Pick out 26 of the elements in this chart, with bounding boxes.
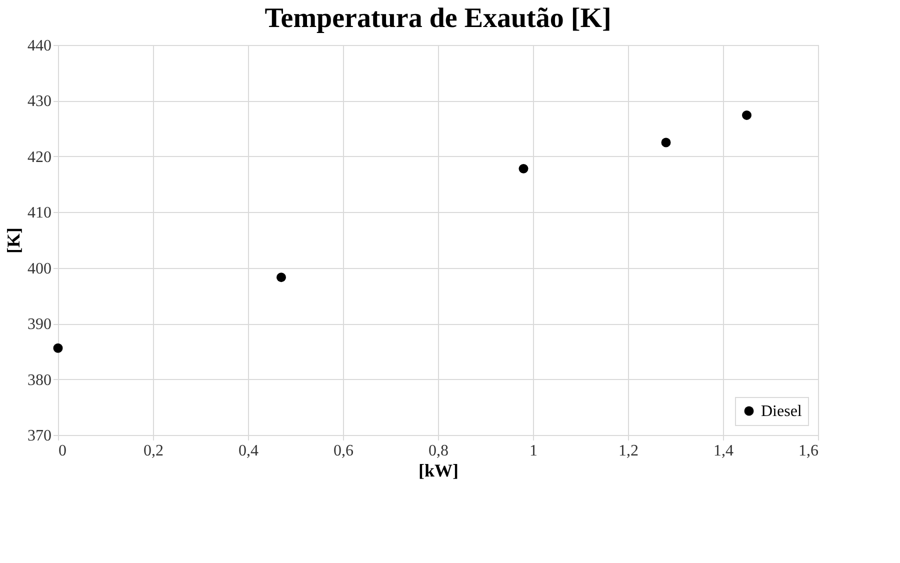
x-tick-label: 0,8 bbox=[428, 442, 448, 460]
y-tick-label: 410 bbox=[28, 204, 52, 222]
point bbox=[276, 272, 286, 282]
x-tick-label: 0,6 bbox=[334, 442, 354, 460]
y-axis-title: [K] bbox=[4, 228, 24, 254]
x-tick-label: 1,2 bbox=[618, 442, 638, 460]
x-axis-title: [kW] bbox=[418, 460, 458, 480]
x-tick-label: 1 bbox=[530, 442, 538, 460]
y-tick-label: 370 bbox=[28, 428, 52, 444]
x-tick-label: 1,6 bbox=[798, 442, 818, 460]
y-tick-label: 440 bbox=[28, 38, 52, 54]
x-tick-label: 1,4 bbox=[714, 442, 734, 460]
chart-title: Temperatura de Exautão [K] bbox=[264, 3, 612, 34]
legend-label: Diesel bbox=[761, 403, 802, 420]
y-tick-label: 430 bbox=[28, 93, 52, 110]
point bbox=[742, 110, 752, 120]
point bbox=[661, 138, 671, 148]
point bbox=[53, 343, 63, 353]
y-tick-label: 420 bbox=[28, 148, 52, 166]
point bbox=[518, 164, 528, 174]
y-tick-label: 400 bbox=[28, 260, 52, 278]
x-tick-label: 0 bbox=[58, 442, 66, 460]
y-tick-label: 380 bbox=[28, 372, 52, 389]
x-tick-label: 0,4 bbox=[238, 442, 258, 460]
y-tick-label: 390 bbox=[28, 316, 52, 334]
x-tick-label: 0,2 bbox=[144, 442, 164, 460]
